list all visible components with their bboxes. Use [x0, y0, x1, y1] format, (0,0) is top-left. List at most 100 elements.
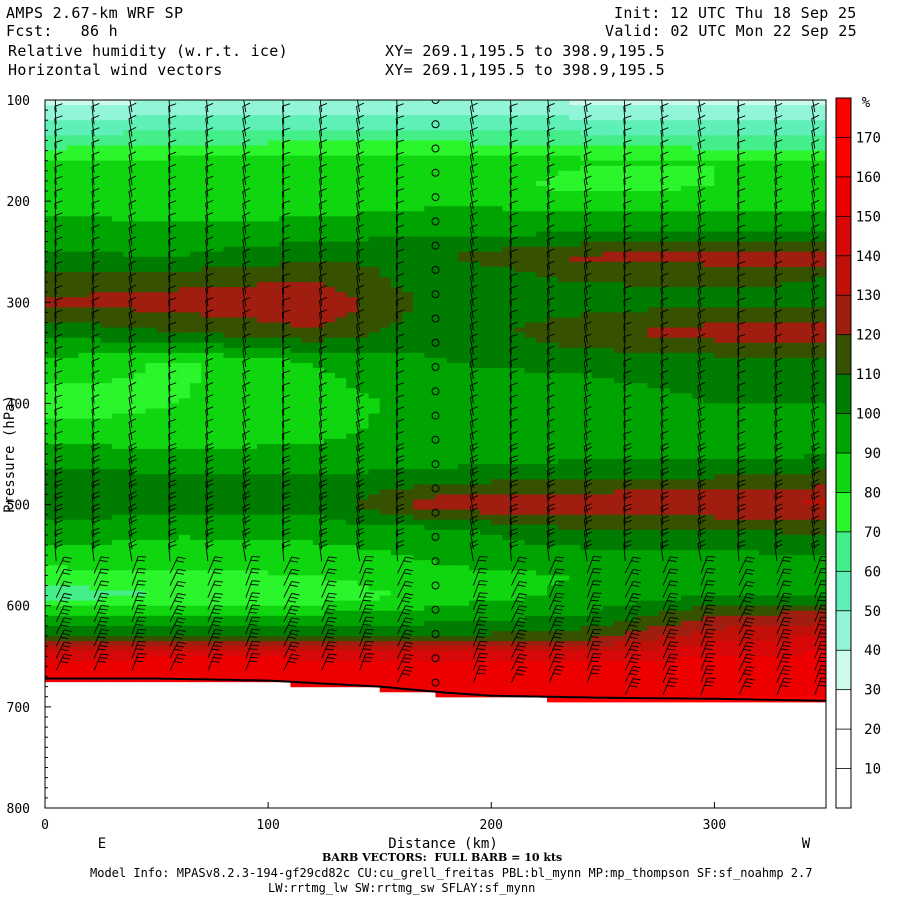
rh-cell [67, 373, 80, 379]
rh-cell [167, 251, 180, 258]
rh-cell [279, 362, 292, 369]
rh-cell [480, 656, 492, 662]
rh-cell [56, 175, 68, 182]
rh-cell [279, 277, 292, 283]
rh-cell [56, 514, 68, 521]
rh-cell [256, 585, 269, 592]
rh-cell [279, 529, 292, 536]
rh-cell [245, 671, 258, 678]
rh-cell [156, 155, 169, 162]
rh-cell [167, 226, 180, 233]
rh-cell [379, 519, 392, 526]
rh-cell [301, 408, 314, 415]
rh-cell [424, 469, 437, 475]
rh-cell [89, 595, 102, 602]
rh-cell [212, 469, 225, 475]
rh-cell [390, 580, 403, 587]
rh-cell [346, 545, 358, 551]
rh-cell [357, 145, 370, 152]
rh-cell [245, 423, 258, 430]
rh-cell [167, 388, 180, 394]
rh-cell [56, 636, 68, 642]
rh-cell [446, 600, 459, 607]
rh-cell [134, 155, 147, 162]
rh-cell [156, 413, 169, 420]
rh-cell [123, 292, 135, 298]
rh-cell [279, 651, 292, 657]
rh-cell [212, 196, 225, 202]
rh-cell [67, 383, 80, 389]
rh-cell [413, 595, 425, 602]
rh-cell [245, 317, 258, 324]
rh-cell [167, 671, 180, 678]
rh-cell [402, 681, 414, 688]
rh-cell [145, 656, 158, 662]
rh-cell [234, 125, 247, 131]
rh-cell [223, 393, 236, 399]
rh-cell [446, 216, 459, 222]
rh-cell [312, 413, 325, 420]
rh-cell [301, 226, 314, 233]
rh-cell [402, 504, 414, 511]
rh-cell [111, 625, 124, 632]
rh-cell [145, 362, 158, 369]
rh-cell [424, 615, 437, 622]
rh-cell [100, 241, 113, 248]
rh-cell [190, 469, 202, 475]
rh-cell [123, 378, 135, 384]
rh-cell [413, 196, 425, 202]
rh-cell [357, 201, 370, 207]
rh-cell [279, 509, 292, 516]
rh-cell [223, 322, 236, 329]
rh-cell [100, 661, 113, 667]
rh-cell [335, 504, 347, 511]
rh-cell [145, 302, 158, 308]
rh-cell [56, 130, 68, 136]
rh-cell [323, 666, 336, 673]
rh-cell [167, 615, 180, 622]
rh-cell [502, 292, 515, 298]
rh-cell [223, 580, 236, 587]
rh-cell [223, 357, 236, 364]
rh-cell [145, 388, 158, 394]
rh-cell [491, 560, 504, 566]
rh-cell [256, 651, 269, 657]
rh-cell [446, 413, 459, 420]
rh-cell [45, 115, 57, 121]
rh-cell [323, 180, 336, 187]
rh-cell [480, 519, 492, 526]
rh-cell [156, 570, 169, 576]
rh-cell [457, 185, 470, 192]
rh-cell [357, 555, 370, 561]
rh-cell [45, 110, 57, 116]
rh-cell [312, 580, 325, 587]
rh-cell [379, 180, 392, 187]
rh-cell [190, 378, 202, 384]
rh-cell [167, 555, 180, 561]
rh-cell [178, 636, 191, 642]
rh-cell [357, 347, 370, 354]
rh-cell [212, 539, 225, 546]
rh-cell [245, 155, 258, 162]
rh-cell [402, 110, 414, 116]
rh-cell [357, 165, 370, 172]
rh-cell [100, 145, 113, 152]
rh-cell [513, 641, 526, 647]
rh-cell [89, 287, 102, 293]
rh-cell [312, 342, 325, 349]
rh-cell [301, 332, 314, 339]
rh-cell [123, 454, 135, 460]
rh-cell [256, 509, 269, 516]
rh-cell [245, 261, 258, 268]
rh-cell [78, 297, 91, 303]
rh-cell [67, 282, 80, 288]
rh-cell [413, 676, 425, 683]
rh-cell [290, 565, 303, 571]
rh-cell [134, 615, 147, 622]
rh-cell [234, 504, 247, 511]
rh-cell [502, 312, 515, 319]
rh-cell [223, 484, 236, 490]
rh-cell [323, 413, 336, 420]
rh-cell [45, 185, 57, 192]
rh-cell [335, 185, 347, 192]
